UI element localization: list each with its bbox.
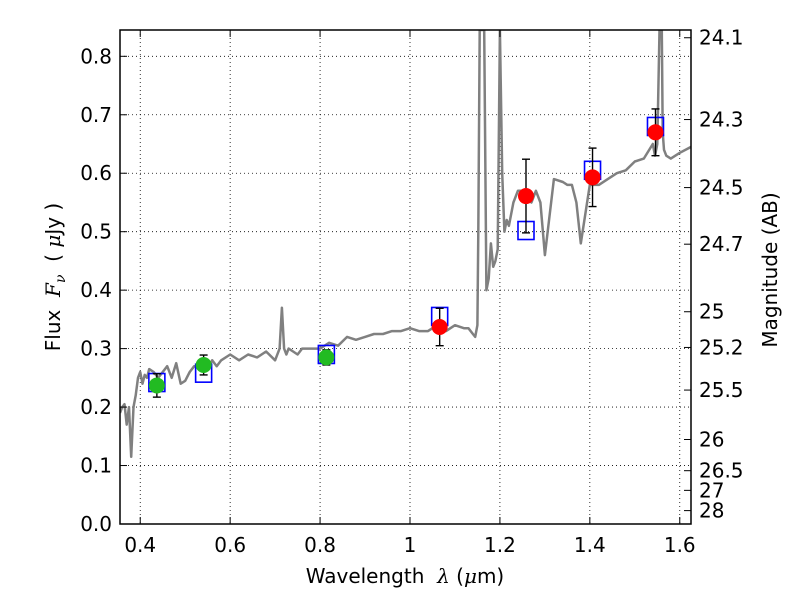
plot-frame [119,29,692,525]
y-tick-label: 0.1 [80,454,112,478]
optical-point [195,356,212,373]
y-tick-label: 0.5 [80,220,112,244]
mag-tick-label: 25 [699,300,724,324]
mag-tick-label: 25.2 [699,335,744,359]
mag-tick-label: 24.3 [699,108,744,132]
y-tick-label: 0.0 [80,512,112,536]
x-tick-label: 1.2 [484,533,516,557]
nir-point [584,169,601,186]
nir-point [517,188,534,205]
optical-point [318,349,335,366]
axis-ticks: 0.4 0.6 0.8 1 1.2 1.4 1.6 0.0 0.1 0.2 0.3 0.4 0.5 0.6… [80,26,743,557]
x-axis-title: Wavelength λ (μm) [306,564,505,588]
mag-tick-label: 26 [699,427,724,451]
mag-tick-label: 28 [699,499,724,523]
y-tick-label: 0.2 [80,395,112,419]
spectrum-layer [120,30,691,459]
y-tick-label: 0.4 [80,278,112,302]
x-tick-label: 0.8 [304,533,336,557]
x-tick-label: 0.4 [124,533,156,557]
mag-tick-label: 27 [699,478,724,502]
data-points [148,108,665,398]
x-tick-label: 0.6 [214,533,246,557]
y-tick-label: 0.6 [80,161,112,185]
nir-point [647,124,664,141]
x-tick-label: 1.6 [664,533,696,557]
nir-point [431,318,448,335]
y2-axis-title: Magnitude (AB) [758,192,782,347]
y-tick-label: 0.7 [80,103,112,127]
x-tick-label: 1 [404,533,417,557]
y-tick-label: 0.3 [80,337,112,361]
spectrum-line [120,30,691,459]
mag-tick-label: 26.5 [699,459,744,483]
mag-tick-label: 25.5 [699,378,744,402]
mag-tick-label: 24.7 [699,232,744,256]
optical-point [148,377,165,394]
x-tick-label: 1.4 [574,533,606,557]
y-axis-title: Flux Fν ( μJy ) [41,203,69,351]
mag-tick-label: 24.1 [699,26,744,50]
y-tick-label: 0.8 [80,44,112,68]
mag-tick-label: 24.5 [699,176,744,200]
